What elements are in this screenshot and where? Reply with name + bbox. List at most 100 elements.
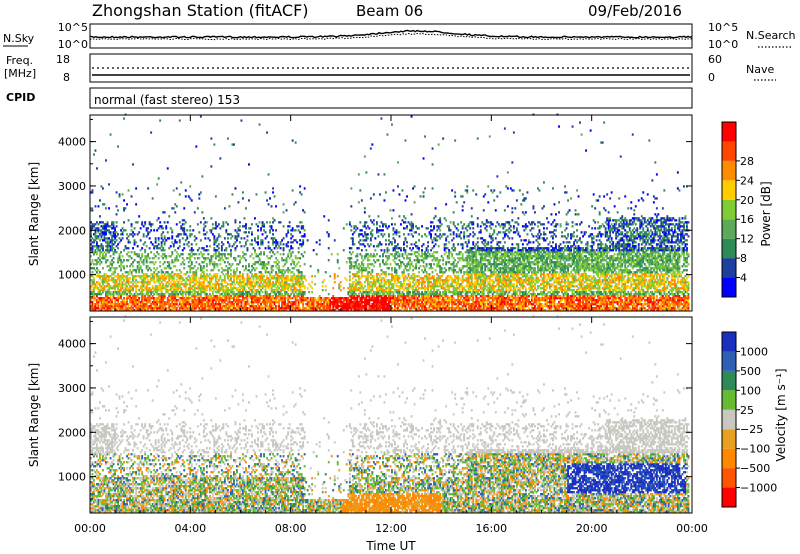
power-cell (273, 297, 276, 300)
power-cell (383, 271, 386, 274)
power-cell (199, 115, 202, 118)
power-cell (314, 309, 317, 312)
power-cell (442, 281, 445, 284)
power-cell (162, 277, 165, 280)
power-cell (141, 279, 144, 282)
power-cell (159, 303, 162, 306)
power-cell (96, 247, 98, 250)
power-cell (234, 273, 237, 276)
power-cell (360, 233, 363, 236)
power-cell (242, 299, 244, 302)
power-cell (150, 261, 153, 264)
power-cell (261, 273, 264, 276)
power-cell (427, 241, 429, 244)
power-cell (363, 225, 366, 228)
power-cell (100, 285, 103, 288)
power-cell (201, 283, 204, 286)
power-cell (126, 247, 128, 250)
power-cell (213, 287, 216, 290)
power-cell (267, 277, 270, 280)
power-cell (353, 281, 356, 284)
power-cell (383, 301, 386, 304)
power-cell (90, 263, 92, 266)
power-cell (281, 257, 283, 260)
power-cell (365, 293, 368, 296)
power-cell (175, 301, 178, 304)
power-cell (189, 225, 192, 228)
power-cell (365, 277, 368, 280)
power-cell (436, 277, 439, 280)
power-cell (351, 303, 354, 306)
power-cell (154, 273, 157, 276)
power-cell (369, 305, 372, 308)
power-cell (382, 307, 384, 310)
power-cell (394, 289, 396, 292)
power-cell (430, 285, 432, 288)
power-cell (175, 241, 178, 244)
power-cell (345, 307, 348, 310)
power-cell (93, 253, 95, 256)
power-cell (394, 245, 396, 248)
power-cell (96, 295, 98, 298)
power-cell (350, 261, 353, 264)
power-cell (261, 261, 264, 264)
power-cell (351, 239, 354, 242)
power-cell (302, 309, 305, 312)
power-cell (389, 279, 392, 282)
power-cell (379, 263, 381, 266)
power-cell (129, 301, 131, 304)
power-cell (437, 289, 440, 292)
power-cell (401, 291, 404, 294)
power-cell (211, 263, 214, 266)
power-cell (120, 309, 122, 312)
power-cell (428, 263, 431, 266)
power-cell (225, 295, 228, 298)
power-cell (186, 297, 189, 300)
power-cell (353, 267, 356, 270)
power-cell (345, 309, 348, 312)
power-cell (102, 221, 104, 224)
power-cell (156, 273, 159, 276)
power-cell (391, 243, 393, 246)
power-cell (431, 293, 434, 296)
power-cell (91, 295, 94, 298)
power-cell (443, 287, 446, 290)
power-cell (153, 245, 156, 248)
power-cell (199, 275, 202, 278)
power-cell (248, 281, 250, 284)
power-cell (174, 289, 177, 292)
power-cell (237, 301, 240, 304)
power-cell (440, 287, 443, 290)
power-cell (383, 233, 386, 236)
power-cell (433, 255, 435, 258)
nsearch-trace (89, 32, 693, 41)
power-cell (306, 297, 309, 300)
power-cell (135, 221, 138, 224)
power-cell (163, 293, 166, 296)
power-cell (397, 291, 399, 294)
power-cell (225, 287, 228, 290)
power-cell (163, 267, 166, 270)
power-cell (186, 257, 189, 260)
power-cell (258, 305, 261, 308)
power-cell (150, 289, 153, 292)
power-cell (261, 295, 264, 298)
power-cell (190, 275, 193, 278)
power-cell (269, 295, 271, 298)
power-cell (115, 231, 118, 234)
power-cell (163, 285, 166, 288)
power-cell (421, 259, 423, 262)
power-cell (266, 263, 268, 266)
power-cell (222, 221, 225, 224)
power-cell (368, 215, 371, 218)
power-cell (230, 237, 232, 240)
power-cell (394, 269, 396, 272)
power-cell (141, 283, 144, 286)
power-cell (303, 287, 306, 290)
power-cell (254, 295, 256, 298)
power-cell (220, 285, 223, 288)
power-cell (293, 307, 296, 310)
power-cell (351, 287, 354, 290)
power-cell (109, 269, 112, 272)
power-cell (433, 263, 435, 266)
